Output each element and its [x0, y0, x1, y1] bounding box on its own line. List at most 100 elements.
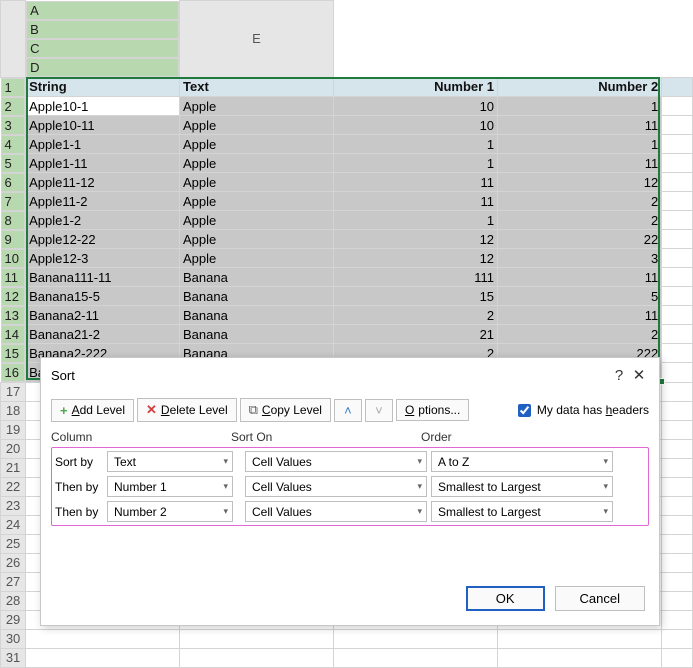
cell-D14[interactable]: 2	[498, 325, 662, 344]
cell-E24[interactable]	[662, 515, 693, 534]
cell-D31[interactable]	[498, 648, 662, 667]
cell-E18[interactable]	[662, 401, 693, 420]
row-header-28[interactable]: 28	[1, 591, 26, 610]
ok-button[interactable]: OK	[466, 586, 545, 611]
move-up-button[interactable]: ˄	[334, 399, 362, 422]
close-icon[interactable]: ✕	[629, 366, 649, 384]
cell-E3[interactable]	[662, 116, 693, 135]
cell-C12[interactable]: 15	[333, 287, 497, 306]
row-header-9[interactable]: 9	[1, 230, 25, 249]
cell-C11[interactable]: 111	[333, 268, 497, 287]
cell-E17[interactable]	[662, 382, 693, 401]
cell-E31[interactable]	[662, 648, 693, 667]
cell-D5[interactable]: 11	[498, 154, 662, 173]
cell-E5[interactable]	[662, 154, 693, 173]
col-header-E[interactable]: E	[180, 1, 334, 78]
row-header-27[interactable]: 27	[1, 572, 26, 591]
cell-A5[interactable]: Apple1-11	[26, 154, 180, 173]
cell-E9[interactable]	[662, 230, 693, 249]
cell-C4[interactable]: 1	[333, 135, 497, 154]
cell-B12[interactable]: Banana	[180, 287, 334, 306]
order-select[interactable]: Smallest to Largest▾	[431, 476, 613, 497]
cell-C31[interactable]	[333, 648, 497, 667]
cell-A3[interactable]: Apple10-11	[26, 116, 180, 135]
cell-E6[interactable]	[662, 173, 693, 192]
sorton-select[interactable]: Cell Values▾	[245, 451, 427, 472]
cell-E10[interactable]	[662, 249, 693, 268]
cell-A7[interactable]: Apple11-2	[26, 192, 180, 211]
order-select[interactable]: A to Z▾	[431, 451, 613, 472]
cell-E29[interactable]	[662, 610, 693, 629]
add-level-button[interactable]: +Add Level	[51, 399, 134, 422]
move-down-button[interactable]: ˅	[365, 399, 393, 422]
col-header-B[interactable]: B	[26, 20, 179, 39]
row-header-8[interactable]: 8	[1, 211, 25, 230]
cell-E8[interactable]	[662, 211, 693, 230]
cell-E25[interactable]	[662, 534, 693, 553]
cell-A10[interactable]: Apple12-3	[26, 249, 180, 268]
cell-D3[interactable]: 11	[498, 116, 662, 135]
cell-B4[interactable]: Apple	[180, 135, 334, 154]
cell-C6[interactable]: 11	[333, 173, 497, 192]
cell-D8[interactable]: 2	[498, 211, 662, 230]
column-select[interactable]: Text▾	[107, 451, 233, 472]
cell-E14[interactable]	[662, 325, 693, 344]
cell-B11[interactable]: Banana	[180, 268, 334, 287]
cell-D2[interactable]: 1	[498, 97, 662, 116]
cell-A11[interactable]: Banana111-11	[26, 268, 180, 287]
cell-D4[interactable]: 1	[498, 135, 662, 154]
copy-level-button[interactable]: ⧉Copy Level	[240, 398, 331, 422]
row-header-23[interactable]: 23	[1, 496, 26, 515]
col-header-D[interactable]: D	[26, 58, 179, 77]
order-select[interactable]: Smallest to Largest▾	[431, 501, 613, 522]
row-header-2[interactable]: 2	[1, 97, 25, 116]
cell-A2[interactable]: Apple10-1	[26, 97, 180, 116]
row-header-17[interactable]: 17	[1, 382, 26, 401]
cell-D10[interactable]: 3	[498, 249, 662, 268]
column-select[interactable]: Number 1▾	[107, 476, 233, 497]
cell-D7[interactable]: 2	[498, 192, 662, 211]
cell-E19[interactable]	[662, 420, 693, 439]
column-select[interactable]: Number 2▾	[107, 501, 233, 522]
cell-E26[interactable]	[662, 553, 693, 572]
help-icon[interactable]: ?	[609, 367, 629, 384]
headers-checkbox[interactable]	[518, 404, 531, 417]
col-header-A[interactable]: A	[26, 1, 179, 20]
cell-B14[interactable]: Banana	[180, 325, 334, 344]
cell-B3[interactable]: Apple	[180, 116, 334, 135]
cell-A1[interactable]: String	[26, 77, 180, 97]
cell-B1[interactable]: Text	[180, 77, 334, 97]
cancel-button[interactable]: Cancel	[555, 586, 645, 611]
row-header-26[interactable]: 26	[1, 553, 26, 572]
cell-B5[interactable]: Apple	[180, 154, 334, 173]
cell-A14[interactable]: Banana21-2	[26, 325, 180, 344]
headers-checkbox-wrap[interactable]: My data has headers	[518, 403, 649, 417]
cell-A13[interactable]: Banana2-11	[26, 306, 180, 325]
cell-C5[interactable]: 1	[333, 154, 497, 173]
cell-B6[interactable]: Apple	[180, 173, 334, 192]
row-header-20[interactable]: 20	[1, 439, 26, 458]
cell-E27[interactable]	[662, 572, 693, 591]
cell-C13[interactable]: 2	[333, 306, 497, 325]
cell-A31[interactable]	[26, 648, 180, 667]
cell-D1[interactable]: Number 2	[498, 77, 662, 97]
cell-C9[interactable]: 12	[333, 230, 497, 249]
cell-D11[interactable]: 11	[498, 268, 662, 287]
row-header-7[interactable]: 7	[1, 192, 25, 211]
row-header-19[interactable]: 19	[1, 420, 26, 439]
cell-E15[interactable]	[662, 344, 693, 363]
cell-B2[interactable]: Apple	[180, 97, 334, 116]
cell-C1[interactable]: Number 1	[333, 77, 497, 97]
cell-D13[interactable]: 11	[498, 306, 662, 325]
col-header-C[interactable]: C	[26, 39, 179, 58]
row-header-11[interactable]: 11	[1, 268, 25, 287]
row-header-5[interactable]: 5	[1, 154, 25, 173]
row-header-4[interactable]: 4	[1, 135, 25, 154]
cell-B31[interactable]	[180, 648, 334, 667]
cell-C3[interactable]: 10	[333, 116, 497, 135]
cell-B10[interactable]: Apple	[180, 249, 334, 268]
cell-A9[interactable]: Apple12-22	[26, 230, 180, 249]
sorton-select[interactable]: Cell Values▾	[245, 501, 427, 522]
cell-E20[interactable]	[662, 439, 693, 458]
cell-E2[interactable]	[662, 97, 693, 116]
